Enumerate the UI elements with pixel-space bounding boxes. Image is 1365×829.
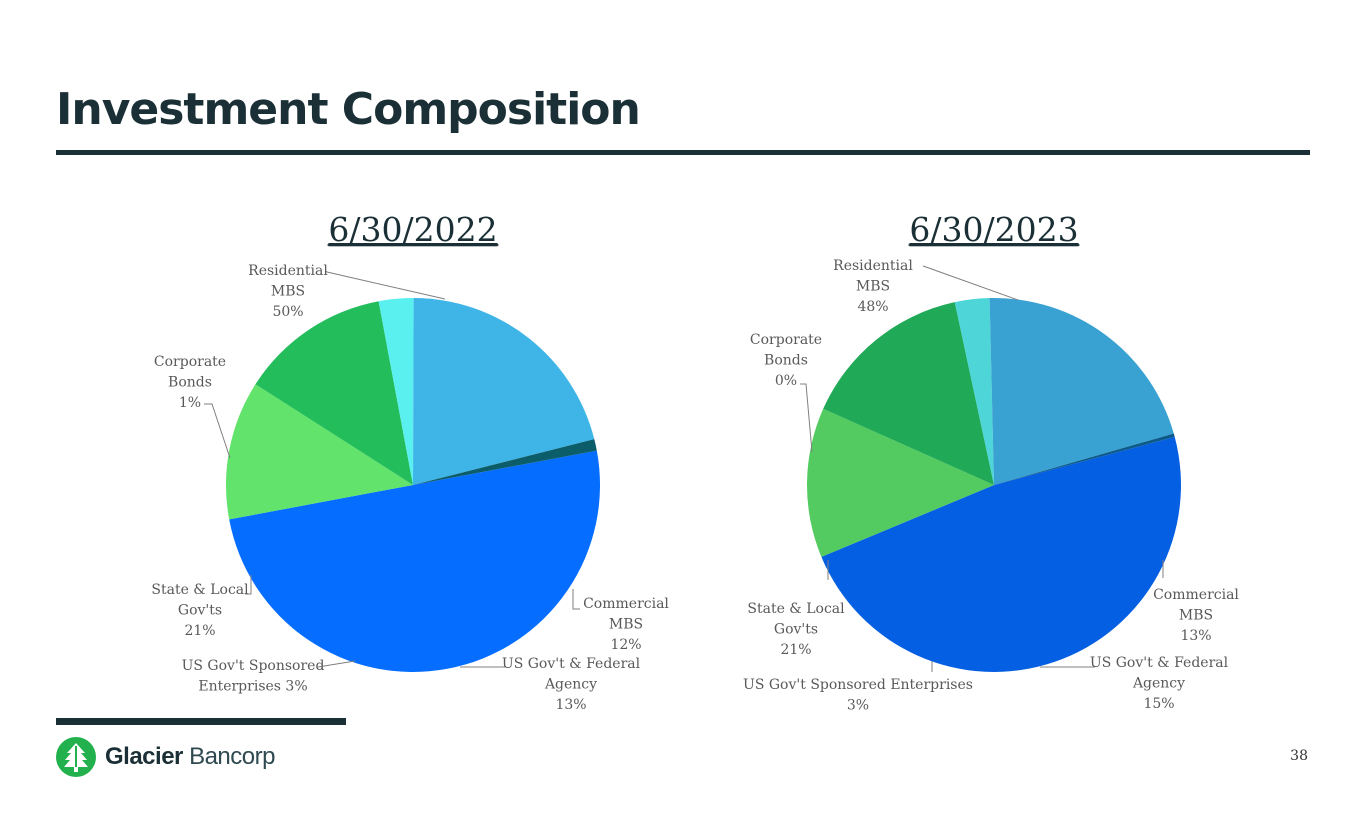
slice-label: Corporate Bonds 0% (750, 332, 822, 389)
pie-slice-commercial-mbs (225, 384, 413, 520)
slice-label: Residential MBS 48% (833, 258, 913, 315)
slice-label: US Gov't & Federal Agency 15% (1090, 655, 1229, 712)
leader-line (800, 383, 813, 453)
pie-slice-corporate-bonds (994, 433, 1175, 485)
leader-line (922, 265, 1019, 301)
footer-divider (56, 718, 346, 725)
pie-slice-residential-mbs (821, 436, 1181, 672)
pie-slice-state-local-gov-ts (989, 297, 1174, 485)
pie-slice-residential-mbs (229, 450, 601, 673)
slice-label: Residential MBS 50% (248, 263, 328, 320)
glacier-bancorp-logo: Glacier Bancorp (55, 736, 275, 778)
slice-label: US Gov't Sponsored Enterprises 3% (743, 677, 973, 714)
pie-slice-us-gov-t-federal-agency (823, 302, 994, 485)
logo-suffix: Bancorp (189, 743, 275, 770)
slice-label: State & Local Gov'ts 21% (151, 582, 249, 639)
chart-title: 6/30/2022 (328, 210, 497, 249)
leader-line (317, 660, 356, 668)
slice-label: US Gov't & Federal Agency 13% (502, 656, 641, 713)
slice-label: Corporate Bonds 1% (154, 354, 226, 411)
pie-chart-2: 6/30/2023 Residential MBS 48% Commercial MBS 1… (743, 210, 1239, 714)
leader-line (324, 270, 446, 300)
slice-label: US Gov't Sponsored Enterprises 3% (182, 658, 325, 695)
pie-slice-commercial-mbs (806, 408, 994, 557)
title-divider (56, 150, 1310, 155)
leader-line (204, 403, 231, 459)
pie-slice-corporate-bonds (413, 439, 597, 485)
logo-wordmark: Glacier Bancorp (105, 743, 275, 771)
slice-label: Commercial MBS 13% (1153, 587, 1239, 644)
slice-label: Commercial MBS 12% (583, 596, 669, 653)
leader-line (245, 575, 252, 595)
pie-slice-state-local-gov-ts (413, 298, 595, 485)
pie-slice-us-gov-t-sponsored-enterprises (954, 298, 994, 485)
leader-line (572, 589, 580, 610)
chart-title: 6/30/2023 (909, 210, 1078, 249)
pie-slice-us-gov-t-sponsored-enterprises (378, 297, 414, 485)
page-number: 38 (1290, 748, 1308, 764)
logo-brand: Glacier (105, 743, 183, 770)
slice-label: State & Local Gov'ts 21% (747, 601, 845, 658)
slide-title: Investment Composition (56, 84, 641, 135)
pie-slice-us-gov-t-federal-agency (255, 301, 413, 485)
glacier-tree-icon (56, 737, 96, 777)
